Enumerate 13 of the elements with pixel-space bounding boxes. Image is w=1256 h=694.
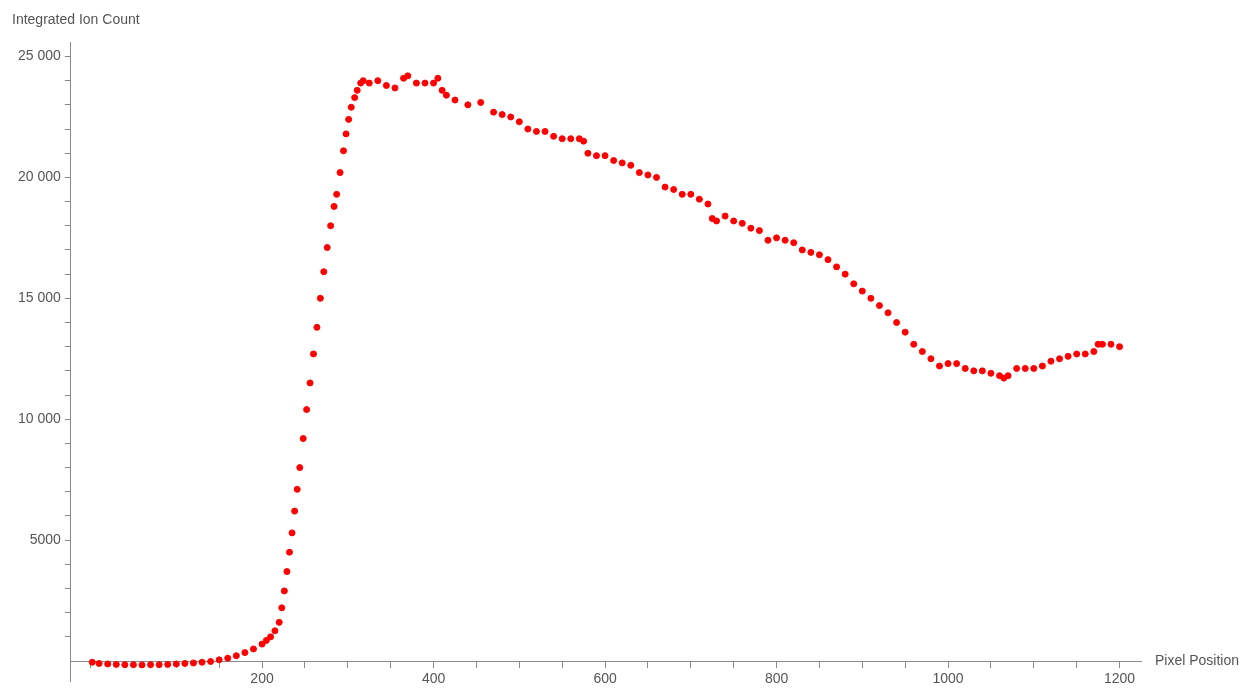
y-tick-label: 20 000	[17, 168, 62, 185]
y-tick-label: 15 000	[17, 289, 62, 306]
x-tick-label: 1000	[932, 670, 964, 687]
x-tick-label: 1200	[1103, 670, 1136, 687]
y-tick-label: 5000	[29, 531, 62, 547]
x-tick-label: 800	[764, 670, 789, 687]
x-axis-title: Pixel Position	[1155, 651, 1240, 668]
x-tick-label: 200	[250, 670, 274, 687]
y-tick-label: 10 000	[17, 410, 62, 427]
y-axis-title: Integrated Ion Count	[12, 10, 140, 27]
x-tick-label: 600	[593, 670, 617, 687]
x-tick-label: 400	[421, 670, 446, 687]
y-tick-label: 25 000	[17, 47, 62, 64]
